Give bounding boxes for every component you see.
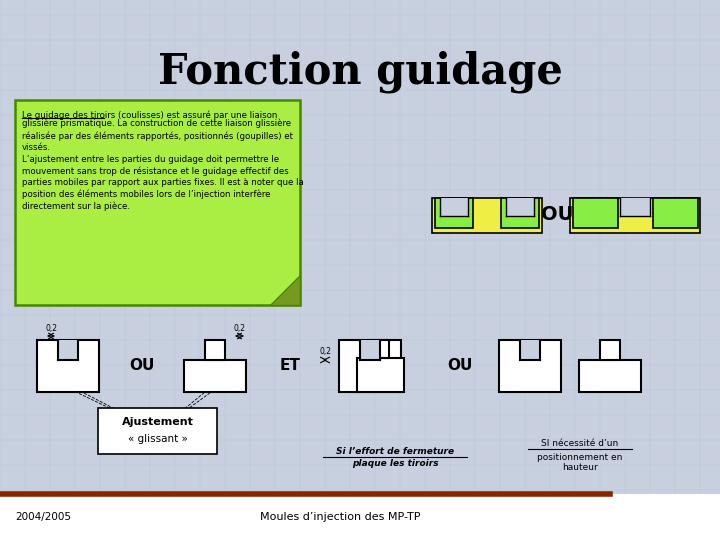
Text: SI nécessité d’un: SI nécessité d’un xyxy=(541,440,618,449)
Bar xyxy=(506,198,534,215)
Bar xyxy=(440,198,468,215)
Bar xyxy=(360,340,380,360)
Text: « glissant »: « glissant » xyxy=(127,434,187,444)
Text: 0,2: 0,2 xyxy=(319,347,331,356)
FancyBboxPatch shape xyxy=(98,408,217,454)
Text: Le guidage des tiroirs (coulisses) est assuré par une liaison: Le guidage des tiroirs (coulisses) est a… xyxy=(22,110,277,119)
Text: Si l’effort de fermeture: Si l’effort de fermeture xyxy=(336,448,454,456)
Bar xyxy=(570,198,700,233)
FancyBboxPatch shape xyxy=(15,100,300,305)
Polygon shape xyxy=(270,275,300,305)
Bar xyxy=(501,198,539,227)
Bar xyxy=(432,198,542,233)
Bar xyxy=(620,198,650,215)
Bar xyxy=(579,360,641,392)
Bar xyxy=(653,198,698,227)
Text: ET: ET xyxy=(279,359,300,374)
Bar xyxy=(435,198,473,227)
Bar xyxy=(184,360,246,392)
Text: 0,2: 0,2 xyxy=(45,324,57,333)
Text: 2004/2005: 2004/2005 xyxy=(15,512,71,522)
Bar xyxy=(573,198,618,227)
Text: hauteur: hauteur xyxy=(562,462,598,471)
Text: OU: OU xyxy=(130,359,155,374)
Bar xyxy=(205,340,225,360)
Text: Moules d’injection des MP-TP: Moules d’injection des MP-TP xyxy=(260,512,420,522)
Text: Ajustement: Ajustement xyxy=(122,417,194,427)
Bar xyxy=(37,340,99,392)
Bar xyxy=(600,340,620,360)
Text: glissière prismatique. La construction de cette liaison glissière
réalisée par d: glissière prismatique. La construction d… xyxy=(22,119,304,211)
Text: Fonction guidage: Fonction guidage xyxy=(158,51,562,93)
Text: OU: OU xyxy=(541,206,573,225)
Bar xyxy=(339,340,401,392)
Bar xyxy=(520,340,540,360)
Bar xyxy=(356,358,403,392)
Bar xyxy=(58,340,78,360)
Bar xyxy=(371,340,389,358)
Text: plaque les tiroirs: plaque les tiroirs xyxy=(351,460,438,469)
Bar xyxy=(499,340,561,392)
Bar xyxy=(0,494,720,540)
Text: OU: OU xyxy=(447,359,473,374)
Text: positionnement en: positionnement en xyxy=(537,453,623,462)
Text: 0,2: 0,2 xyxy=(234,324,246,333)
